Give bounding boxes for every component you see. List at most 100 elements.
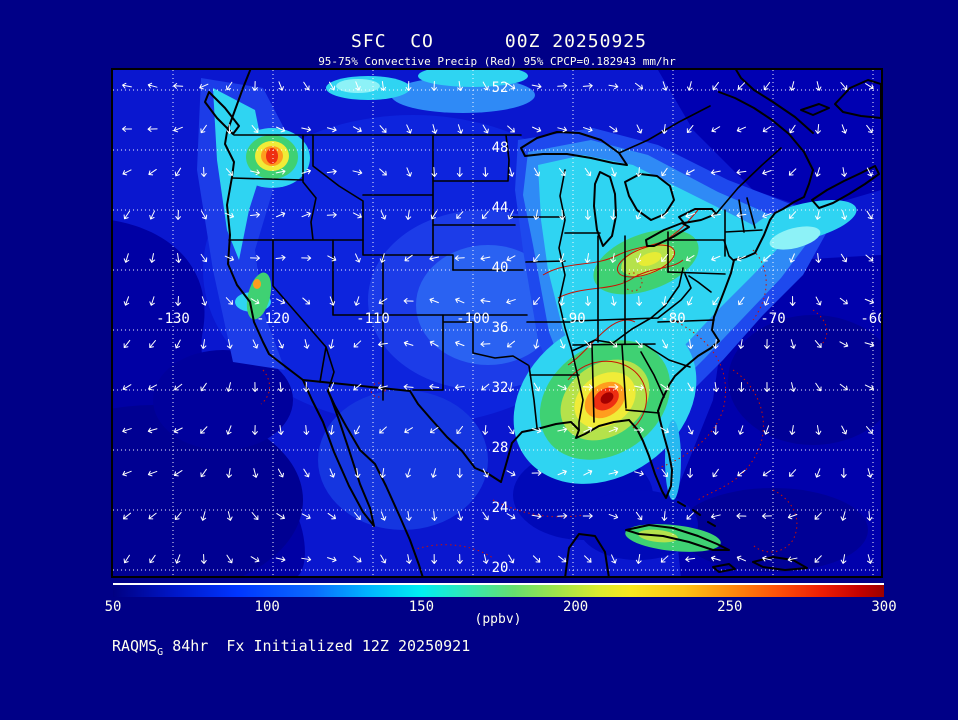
- wind-arrow: [687, 339, 694, 349]
- co-map-svg: -130 -120 -110 -100 -90 -80 -70 -60 52 48 44 40 36 32…: [3, 65, 898, 595]
- wind-arrow: [611, 554, 617, 564]
- wind-arrow: [480, 297, 491, 304]
- wind-arrow: [661, 296, 668, 306]
- wind-arrow: [404, 254, 413, 262]
- wind-arrow: [326, 126, 337, 133]
- wind-arrow: [200, 253, 208, 263]
- wind-arrow: [250, 556, 260, 563]
- colorbar-gradient: [113, 585, 884, 597]
- wind-arrow: [226, 81, 233, 91]
- wind-arrow: [431, 511, 438, 521]
- wind-arrow: [404, 427, 413, 434]
- wind-arrow: [685, 556, 696, 563]
- wind-arrow: [123, 296, 130, 306]
- wind-arrow: [429, 255, 440, 262]
- wind-arrow: [582, 513, 593, 519]
- wind-arrow: [661, 124, 668, 134]
- wind-arrow: [864, 384, 874, 391]
- wind-arrow: [841, 167, 847, 177]
- wind-arrow: [353, 383, 362, 391]
- colorbar-tick: 300: [871, 599, 897, 615]
- wind-arrow: [378, 298, 388, 305]
- wind-arrow: [303, 468, 310, 478]
- wind-arrow: [865, 254, 874, 262]
- wind-arrow: [173, 83, 184, 89]
- wind-arrow: [790, 382, 796, 392]
- model-name: RAQMS: [112, 637, 158, 655]
- wind-arrow: [275, 556, 286, 563]
- lat-label: 40: [492, 260, 509, 276]
- wind-arrow: [508, 167, 515, 177]
- wind-arrow: [506, 298, 516, 305]
- wind-arrow: [557, 82, 568, 89]
- wind-arrow: [301, 556, 312, 563]
- wind-arrow: [814, 512, 822, 520]
- wind-arrow: [481, 383, 490, 391]
- wind-arrow: [686, 81, 693, 91]
- wind-arrow: [866, 511, 873, 521]
- wind-arrow: [866, 210, 873, 220]
- wind-arrow: [327, 556, 337, 563]
- wind-arrow: [814, 340, 822, 348]
- wind-arrow: [380, 210, 387, 220]
- wind-arrow: [123, 339, 131, 349]
- wind-arrow: [431, 124, 438, 134]
- wind-arrow: [173, 126, 183, 133]
- wind-arrow: [814, 468, 821, 478]
- geography-layer: [204, 67, 882, 579]
- wind-arrow: [583, 126, 593, 133]
- wind-arrow: [429, 426, 439, 434]
- wind-arrow: [661, 254, 669, 262]
- wind-arrow: [687, 382, 694, 392]
- wind-arrow: [482, 554, 489, 564]
- wind-arrow: [199, 83, 209, 90]
- wind-arrow: [352, 169, 363, 176]
- lat-label: 28: [492, 440, 509, 456]
- wind-arrow: [507, 425, 515, 435]
- wind-arrow: [583, 426, 593, 433]
- wind-arrow: [710, 513, 721, 520]
- wind-arrow: [865, 426, 873, 434]
- run-details: 84hr Fx Initialized 12Z 20250921: [163, 637, 471, 655]
- wind-arrow: [737, 469, 746, 477]
- wind-arrow: [403, 383, 414, 390]
- wind-arrow: [456, 425, 464, 435]
- wind-arrow: [201, 210, 208, 220]
- wind-arrow: [557, 384, 567, 391]
- wind-arrow: [482, 425, 489, 435]
- wind-arrow: [864, 341, 875, 348]
- wind-arrow: [839, 341, 849, 348]
- wind-arrow: [533, 253, 540, 263]
- wind-arrow: [173, 427, 183, 434]
- wind-arrow: [787, 513, 798, 520]
- wind-arrow: [123, 554, 130, 564]
- wind-arrow: [275, 211, 286, 218]
- wind-arrow: [687, 468, 694, 478]
- lat-label: 20: [492, 560, 509, 576]
- wind-arrow: [814, 555, 822, 563]
- wind-arrow: [380, 81, 387, 91]
- wind-arrow: [736, 169, 747, 176]
- wind-arrow: [379, 253, 386, 263]
- wind-arrow: [122, 427, 132, 434]
- wind-arrow: [660, 555, 669, 563]
- wind-arrow: [533, 167, 540, 177]
- wind-arrow: [789, 211, 797, 219]
- wind-arrow: [865, 83, 874, 90]
- wind-arrow: [636, 296, 643, 306]
- wind-arrow: [457, 511, 464, 521]
- wind-arrow: [277, 425, 284, 435]
- wind-arrow: [456, 211, 464, 219]
- wind-arrow: [582, 384, 593, 390]
- wind-arrow: [406, 554, 412, 564]
- wind-arrow: [763, 296, 770, 306]
- wind-arrow: [175, 210, 182, 220]
- wind-arrow: [482, 167, 489, 177]
- wind-arrow: [533, 297, 540, 305]
- wind-arrow: [149, 210, 156, 220]
- wind-arrow: [635, 210, 642, 220]
- wind-arrow: [480, 341, 491, 347]
- wind-arrow: [710, 169, 721, 176]
- wind-arrow: [789, 124, 796, 134]
- wind-arrow: [122, 82, 132, 89]
